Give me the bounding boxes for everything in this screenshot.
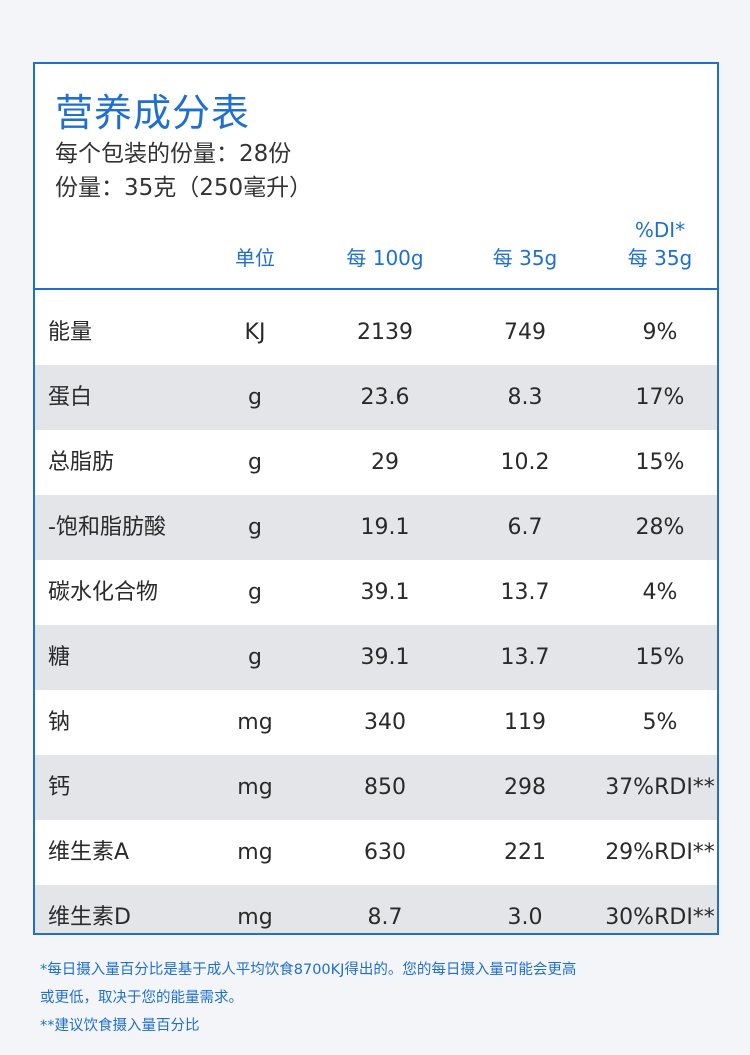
nutrient-name: 蛋白 xyxy=(48,385,93,410)
table-row: 碳水化合物 g 39.1 13.7 4% xyxy=(35,560,717,625)
table-row: 维生素A mg 630 221 29%RDI** xyxy=(35,820,717,885)
value-per-100g: 23.6 xyxy=(360,385,410,410)
value-rdi: 15% xyxy=(635,645,685,670)
nutrient-unit: g xyxy=(248,515,262,540)
value-per-35g: 119 xyxy=(504,710,546,735)
footnotes: *每日摄入量百分比是基于成人平均饮食8700KJ得出的。您的每日摄入量可能会更高… xyxy=(40,956,720,1040)
header-per-35g: 每 35g xyxy=(492,246,558,270)
nutrient-name: -饱和脂肪酸 xyxy=(48,515,166,540)
nutrient-unit: g xyxy=(248,580,262,605)
value-per-35g: 8.3 xyxy=(507,385,543,410)
footnote-line-1: *每日摄入量百分比是基于成人平均饮食8700KJ得出的。您的每日摄入量可能会更高 xyxy=(40,962,577,978)
value-per-100g: 19.1 xyxy=(360,515,410,540)
footnote-line-2: 或更低，取决于您的能量需求。 xyxy=(40,990,243,1006)
value-rdi: 9% xyxy=(642,320,678,345)
table-row: 蛋白 g 23.6 8.3 17% xyxy=(35,365,717,430)
value-per-100g: 850 xyxy=(364,775,406,800)
serving-size: 份量：35克（250毫升） xyxy=(55,175,313,201)
nutrient-unit: g xyxy=(248,450,262,475)
table-row: -饱和脂肪酸 g 19.1 6.7 28% xyxy=(35,495,717,560)
value-rdi: 37%RDI** xyxy=(605,775,715,800)
header-rdi: %DI* 每 35g xyxy=(595,216,717,272)
value-per-100g: 39.1 xyxy=(360,645,410,670)
value-rdi: 17% xyxy=(635,385,685,410)
value-per-100g: 29 xyxy=(371,450,399,475)
nutrient-unit: mg xyxy=(237,905,273,930)
header-divider xyxy=(35,288,717,290)
header-rdi-line1: %DI* xyxy=(634,218,686,242)
nutrition-table-body: 能量 KJ 2139 749 9% 蛋白 g 23.6 8.3 17% 总脂肪 … xyxy=(35,300,717,933)
nutrient-unit: mg xyxy=(237,775,273,800)
nutrient-name: 维生素A xyxy=(48,840,130,865)
footnote-line-3: **建议饮食摄入量百分比 xyxy=(40,1018,200,1034)
value-per-100g: 39.1 xyxy=(360,580,410,605)
value-per-100g: 8.7 xyxy=(367,905,403,930)
nutrition-facts-panel: 营养成分表 每个包装的份量：28份 份量：35克（250毫升） 单位 每 100… xyxy=(33,62,719,935)
value-per-35g: 6.7 xyxy=(507,515,543,540)
nutrient-unit: KJ xyxy=(244,320,266,345)
value-per-100g: 2139 xyxy=(357,320,413,345)
table-row: 钙 mg 850 298 37%RDI** xyxy=(35,755,717,820)
nutrient-unit: g xyxy=(248,385,262,410)
nutrient-name: 能量 xyxy=(48,320,93,345)
value-per-35g: 13.7 xyxy=(500,645,550,670)
value-rdi: 29%RDI** xyxy=(605,840,715,865)
table-header: 单位 每 100g 每 35g %DI* 每 35g xyxy=(35,214,717,288)
value-per-35g: 10.2 xyxy=(500,450,550,475)
value-rdi: 30%RDI** xyxy=(605,905,715,930)
value-per-100g: 630 xyxy=(364,840,406,865)
header-per-100g: 每 100g xyxy=(346,246,424,270)
value-per-35g: 221 xyxy=(504,840,546,865)
value-rdi: 15% xyxy=(635,450,685,475)
table-row: 糖 g 39.1 13.7 15% xyxy=(35,625,717,690)
table-row: 维生素D mg 8.7 3.0 30%RDI** xyxy=(35,885,717,933)
table-row: 能量 KJ 2139 749 9% xyxy=(35,300,717,365)
nutrient-unit: g xyxy=(248,645,262,670)
page-title: 营养成分表 xyxy=(55,91,251,135)
header-rdi-line2: 每 35g xyxy=(627,246,693,270)
nutrient-name: 碳水化合物 xyxy=(48,580,159,605)
header-unit: 单位 xyxy=(235,246,275,270)
servings-per-package: 每个包装的份量：28份 xyxy=(55,141,292,167)
table-row: 钠 mg 340 119 5% xyxy=(35,690,717,755)
nutrient-name: 钙 xyxy=(48,775,71,800)
table-row: 总脂肪 g 29 10.2 15% xyxy=(35,430,717,495)
value-rdi: 4% xyxy=(642,580,678,605)
nutrient-name: 钠 xyxy=(48,710,71,735)
value-rdi: 5% xyxy=(642,710,678,735)
value-per-35g: 13.7 xyxy=(500,580,550,605)
nutrient-name: 维生素D xyxy=(48,905,131,930)
nutrient-name: 糖 xyxy=(48,645,71,670)
nutrient-unit: mg xyxy=(237,840,273,865)
value-rdi: 28% xyxy=(635,515,685,540)
value-per-35g: 749 xyxy=(504,320,546,345)
value-per-35g: 298 xyxy=(504,775,546,800)
nutrient-unit: mg xyxy=(237,710,273,735)
value-per-100g: 340 xyxy=(364,710,406,735)
value-per-35g: 3.0 xyxy=(507,905,543,930)
nutrient-name: 总脂肪 xyxy=(48,450,115,475)
